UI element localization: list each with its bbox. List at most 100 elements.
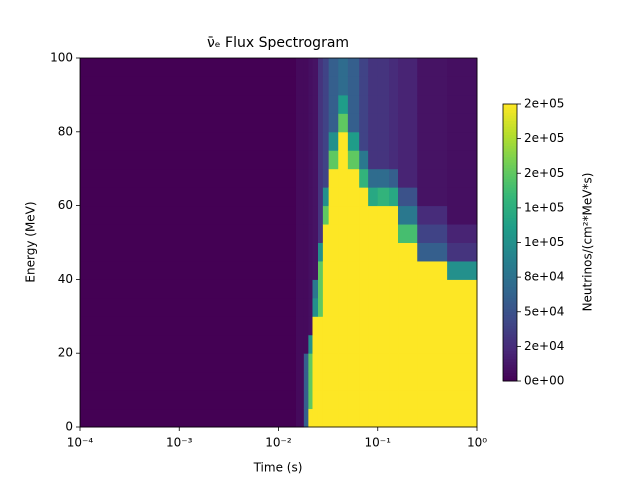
heat-cell bbox=[359, 334, 369, 354]
heat-cell bbox=[322, 316, 330, 336]
colorbar-gradient bbox=[503, 212, 517, 216]
heat-cell bbox=[338, 150, 349, 170]
heat-cell bbox=[447, 390, 478, 410]
heat-cell bbox=[398, 94, 418, 114]
heat-cell bbox=[317, 390, 324, 410]
heat-cell bbox=[389, 408, 399, 428]
heat-cell bbox=[328, 168, 339, 188]
heat-cell bbox=[308, 58, 313, 77]
heat-cell bbox=[338, 371, 349, 391]
heat-cell bbox=[308, 390, 313, 410]
heat-cell bbox=[447, 131, 478, 151]
heat-cell bbox=[317, 58, 324, 77]
heat-cell bbox=[347, 205, 360, 225]
heat-cell bbox=[328, 205, 339, 225]
heat-cell bbox=[322, 168, 330, 188]
heat-cell bbox=[398, 371, 418, 391]
heat-cell bbox=[338, 58, 349, 77]
colorbar-gradient bbox=[503, 333, 517, 338]
colorbar-gradient bbox=[503, 209, 517, 213]
heat-cell bbox=[338, 205, 349, 225]
colorbar-gradient bbox=[503, 120, 517, 124]
heat-cell bbox=[359, 187, 369, 207]
colorbar-gradient bbox=[503, 378, 517, 382]
heat-cell bbox=[295, 242, 305, 262]
heat-cell bbox=[417, 390, 448, 410]
heat-cell bbox=[317, 168, 324, 188]
heat-cell bbox=[338, 187, 349, 207]
heat-cell bbox=[377, 131, 390, 151]
heat-cell bbox=[368, 260, 379, 280]
heat-cell bbox=[347, 113, 360, 133]
heat-cell bbox=[317, 150, 324, 170]
heat-cell bbox=[328, 58, 339, 77]
heat-cell bbox=[80, 131, 297, 151]
heat-cell bbox=[328, 242, 339, 262]
heat-cell bbox=[447, 150, 478, 170]
heat-cell bbox=[303, 390, 309, 410]
heat-cell bbox=[377, 168, 390, 188]
colorbar-gradient bbox=[503, 284, 517, 288]
heat-cell bbox=[322, 58, 330, 77]
heat-cell bbox=[338, 353, 349, 373]
heat-cell bbox=[312, 205, 319, 225]
heat-cell bbox=[359, 390, 369, 410]
colorbar-tick-label: 2e+04 bbox=[524, 339, 564, 353]
heat-cell bbox=[389, 150, 399, 170]
heat-cell bbox=[368, 205, 379, 225]
heat-cell bbox=[447, 187, 478, 207]
heat-cell bbox=[338, 131, 349, 151]
heat-cell bbox=[347, 297, 360, 317]
heat-cell bbox=[295, 353, 305, 373]
chart-title: ν̄ₑ Flux Spectrogram bbox=[207, 35, 349, 51]
colorbar-gradient bbox=[503, 223, 517, 227]
heat-cell bbox=[447, 168, 478, 188]
heat-cell bbox=[308, 353, 313, 373]
colorbar-tick-label: 2e+05 bbox=[524, 166, 564, 180]
heat-cell bbox=[322, 260, 330, 280]
colorbar-gradient bbox=[503, 115, 517, 119]
colorbar-gradient bbox=[503, 256, 517, 260]
heat-cell bbox=[347, 150, 360, 170]
heat-cell bbox=[80, 371, 297, 391]
heat-cell bbox=[317, 334, 324, 354]
heat-cell bbox=[398, 224, 418, 243]
heat-cell bbox=[328, 94, 339, 114]
heat-cell bbox=[295, 260, 305, 280]
heat-cell bbox=[322, 187, 330, 207]
heat-cell bbox=[389, 224, 399, 243]
colorbar-gradient bbox=[503, 375, 517, 379]
heat-cell bbox=[328, 371, 339, 391]
heat-cell bbox=[377, 76, 390, 96]
heat-cell bbox=[347, 408, 360, 428]
colorbar-label: Neutrinos/(cm²*MeV*s) bbox=[581, 173, 595, 312]
colorbar-gradient bbox=[503, 242, 517, 246]
heat-cell bbox=[312, 187, 319, 207]
heat-cell bbox=[377, 334, 390, 354]
heat-cell bbox=[359, 242, 369, 262]
heat-cell bbox=[80, 58, 297, 77]
heat-cell bbox=[368, 131, 379, 151]
heat-cell bbox=[368, 76, 379, 96]
heat-cell bbox=[417, 353, 448, 373]
heat-cell bbox=[80, 113, 297, 133]
heat-cell bbox=[308, 334, 313, 354]
x-tick-label: 10⁻² bbox=[265, 436, 292, 450]
heat-cell bbox=[398, 260, 418, 280]
heat-cell bbox=[322, 353, 330, 373]
colorbar-gradient bbox=[503, 253, 517, 257]
heat-cell bbox=[359, 150, 369, 170]
colorbar-gradient bbox=[503, 176, 517, 180]
colorbar-tick-label: 0e+00 bbox=[524, 374, 564, 388]
heat-cell bbox=[322, 334, 330, 354]
heat-cell bbox=[328, 187, 339, 207]
colorbar-gradient bbox=[503, 198, 517, 202]
y-tick-label: 100 bbox=[50, 51, 73, 65]
heat-cell bbox=[322, 131, 330, 151]
colorbar-gradient bbox=[503, 314, 517, 318]
heat-cell bbox=[312, 316, 319, 336]
colorbar-gradient bbox=[503, 187, 517, 191]
heat-cell bbox=[417, 316, 448, 336]
colorbar-tick-label: 8e+04 bbox=[524, 270, 564, 284]
heat-cell bbox=[303, 371, 309, 391]
